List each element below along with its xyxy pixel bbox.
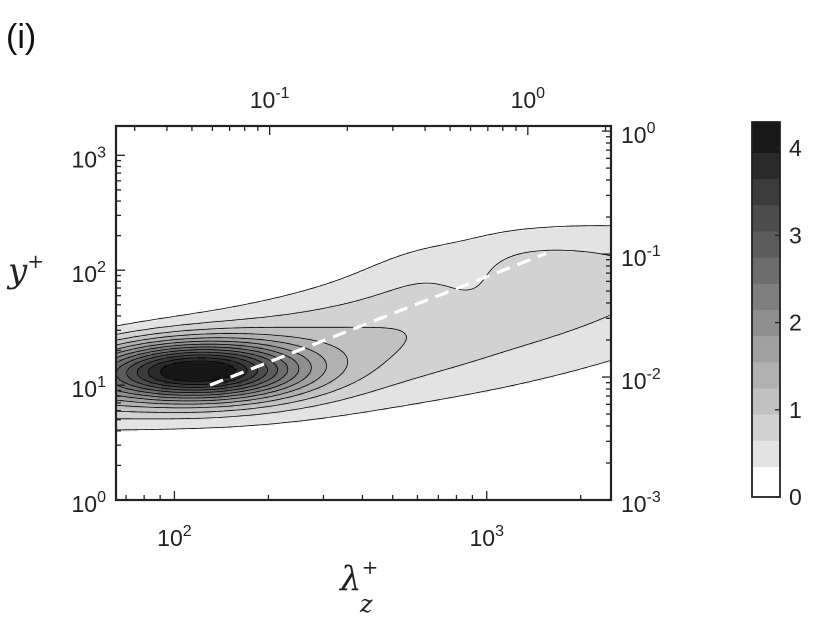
colorbar-band-4: [752, 361, 780, 389]
contour-line-8: [116, 346, 289, 396]
colorbar-band-2: [752, 414, 780, 441]
contour-line-10: [126, 351, 268, 391]
y-tick-label: 103: [72, 144, 107, 172]
contour-line-7: [116, 343, 300, 399]
colorbar-tick-label: 0: [789, 484, 802, 510]
panel-label: (i): [6, 18, 37, 56]
contour-band-11: [137, 356, 258, 387]
colorbar-tick-label: 2: [789, 310, 802, 336]
colorbar-band-3: [752, 387, 780, 415]
y-axis-label: y+: [6, 249, 44, 291]
contour-line-1: [116, 225, 611, 431]
axes: 102 103 10-1 100 100 101 102 103 10-3 10-2 10-1 100…: [6, 85, 661, 618]
top-tick-label: 100: [511, 85, 546, 113]
y-tick-label: 100: [72, 489, 107, 517]
contour-band-1: [116, 224, 611, 432]
contour-band-12: [149, 356, 249, 384]
contour-fill: [116, 224, 611, 432]
right-tick-label: 10-2: [621, 366, 661, 394]
right-tick-label: 10-3: [621, 489, 661, 517]
right-tick-label: 100: [621, 120, 656, 148]
contour-band-13: [161, 362, 237, 381]
colorbar-band-8: [752, 257, 780, 284]
colorbar-band-12: [752, 152, 780, 180]
colorbar-tick-label: 4: [789, 135, 802, 161]
colorbar: 0 1 2 3 4: [751, 121, 802, 510]
x-axis-label-subscript: z: [359, 590, 373, 618]
colorbar-band-5: [752, 335, 780, 363]
contour-band-2: [116, 251, 611, 420]
x-tick-label: 102: [157, 523, 192, 551]
contour-band-7: [116, 344, 300, 399]
colorbar-band-7: [752, 283, 780, 310]
colorbar-tick-label: 1: [789, 397, 802, 423]
colorbar-band-11: [752, 178, 780, 206]
contour-line-12: [147, 357, 248, 385]
colorbar-band-1: [752, 440, 780, 467]
top-tick-label: 10-1: [250, 85, 290, 113]
colorbar-band-10: [752, 204, 780, 232]
contour-line-9: [116, 349, 278, 394]
contour-band-3: [116, 326, 408, 414]
y-tick-label: 102: [72, 259, 107, 287]
colorbar-tick-label: 3: [789, 222, 802, 248]
contour-line-4: [116, 333, 349, 409]
colorbar-band-0: [752, 466, 780, 498]
x-axis-label: λ+: [338, 555, 378, 599]
x-tick-label: 103: [469, 523, 504, 551]
contour-line-5: [116, 337, 327, 405]
overlay-dashed-line: [209, 251, 547, 387]
colorbar-frame: [751, 121, 781, 498]
y-tick-label: 101: [72, 374, 107, 402]
contour-line-13: [159, 360, 236, 382]
overlay-dash-segment: [209, 251, 547, 387]
right-tick-label: 10-1: [621, 243, 661, 271]
contour-line-2: [116, 249, 611, 420]
plot-frame: [114, 124, 613, 502]
